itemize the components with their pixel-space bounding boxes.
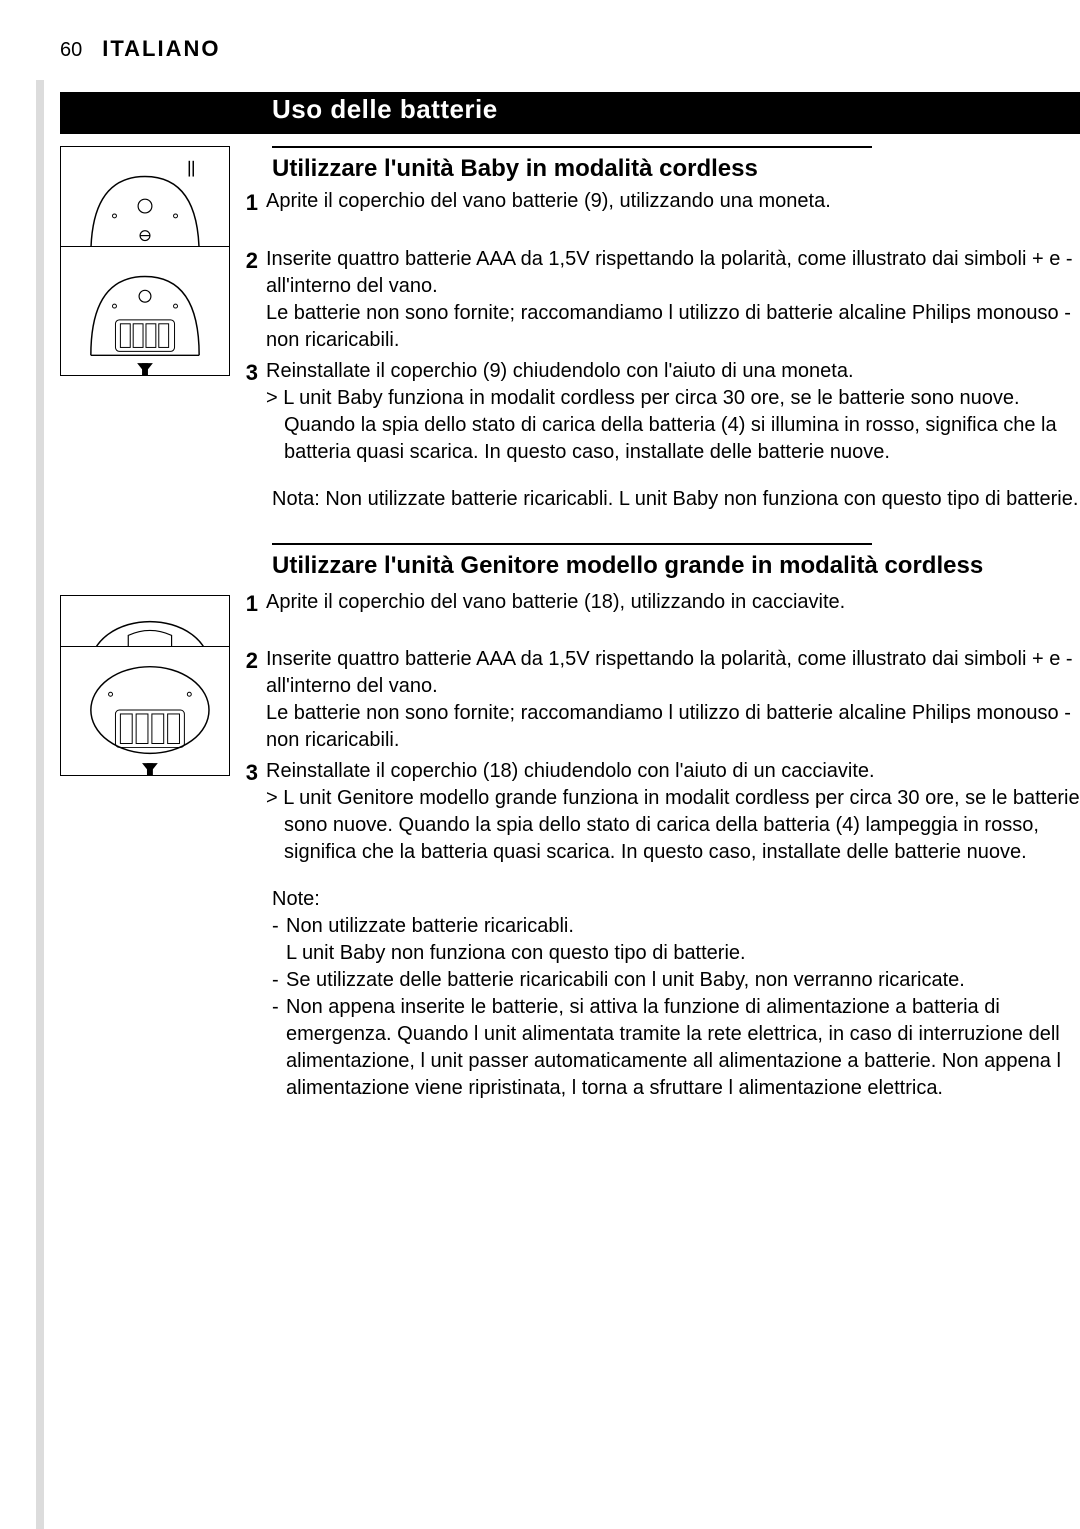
section-2-step2-row: 2 Inserite quattro batterie AAA da 1,5V …	[60, 756, 1080, 1102]
language-label: ITALIANO	[102, 36, 220, 62]
step-text-main: Inserite quattro batterie AAA da 1,5V ri…	[266, 648, 1073, 697]
subheading-1: Utilizzare l'unità Baby in modalità cord…	[272, 154, 1080, 184]
step-2-1: 1 Aprite il coperchio del vano batterie …	[272, 589, 1080, 619]
note-bullet-1: - Non utilizzate batterie ricaricabli. L…	[272, 913, 1080, 967]
bullet-text: Non appena inserite le batterie, si atti…	[286, 994, 1080, 1102]
note-block-1: Nota: Non utilizzate batterie ricaricabl…	[272, 486, 1080, 513]
step-result: > L unit Genitore modello grande funzion…	[266, 785, 1080, 866]
step-text-extra: Le batterie non sono fornite; raccomandi…	[266, 702, 1071, 751]
step-number: 1	[244, 188, 266, 218]
illustration-column	[60, 756, 260, 776]
step-text: Reinstallate il coperchio (18) chiudendo…	[266, 758, 1080, 866]
step-text-extra: Le batterie non sono fornite; raccomandi…	[266, 302, 1071, 351]
section-title-bar	[60, 92, 1080, 134]
bullet-text: Se utilizzate delle batterie ricaricabil…	[286, 967, 1080, 994]
illustration-parent-open	[60, 646, 230, 776]
step-1-3: 3 Reinstallate il coperchio (9) chiudend…	[272, 358, 1080, 466]
bullet-text: Non utilizzate batterie ricaricabli. L u…	[286, 913, 1080, 967]
bullet-dash: -	[272, 994, 286, 1102]
side-accent-bar	[36, 80, 44, 1529]
text-column: Utilizzare l'unità Genitore modello gran…	[260, 537, 1080, 585]
note-bullet-3: - Non appena inserite le batterie, si at…	[272, 994, 1080, 1102]
bullet-main: Non utilizzate batterie ricaricabli.	[286, 915, 574, 937]
text-column: 2 Inserite quattro batterie AAA da 1,5V …	[260, 356, 1080, 513]
step-number: 2	[244, 646, 266, 676]
step-1-2: 2 Inserite quattro batterie AAA da 1,5V …	[272, 246, 1080, 354]
step-number: 2	[244, 246, 266, 276]
page-header: 60 ITALIANO	[60, 36, 221, 62]
step-2-2: 2 Inserite quattro batterie AAA da 1,5V …	[272, 646, 1080, 754]
text-column: 2 Inserite quattro batterie AAA da 1,5V …	[260, 756, 1080, 1102]
section-2: Utilizzare l'unità Genitore modello gran…	[60, 537, 1080, 585]
step-text: Aprite il coperchio del vano batterie (9…	[266, 188, 1080, 215]
page: 60 ITALIANO Uso delle batterie	[0, 0, 1080, 1529]
step-text: Inserite quattro batterie AAA da 1,5V ri…	[266, 246, 1080, 354]
step-text-main: Reinstallate il coperchio (18) chiudendo…	[266, 760, 875, 782]
notes-heading: Note:	[272, 886, 1080, 913]
notes-block: Note: - Non utilizzate batterie ricarica…	[272, 886, 1080, 1102]
step-number: 1	[244, 589, 266, 619]
step-text-main: Reinstallate il coperchio (9) chiudendol…	[266, 360, 854, 382]
step-2-3: 3 Reinstallate il coperchio (18) chiuden…	[272, 758, 1080, 866]
bullet-dash: -	[272, 967, 286, 994]
step-text: Reinstallate il coperchio (9) chiudendol…	[266, 358, 1080, 466]
illustration-baby-open	[60, 246, 230, 376]
page-number: 60	[60, 39, 82, 62]
step-1-1: 1 Aprite il coperchio del vano batterie …	[272, 188, 1080, 218]
step-number: 3	[244, 358, 266, 388]
step-text-main: Inserite quattro batterie AAA da 1,5V ri…	[266, 248, 1073, 297]
step-result-text: > L unit Baby funziona in modalit cordle…	[266, 385, 1080, 466]
content-area: Utilizzare l'unità Baby in modalità cord…	[60, 140, 1080, 1106]
subheading-rule	[272, 146, 872, 148]
step-number: 3	[244, 758, 266, 788]
section-1-step2-row: 2 Inserite quattro batterie AAA da 1,5V …	[60, 356, 1080, 513]
subheading-2: Utilizzare l'unità Genitore modello gran…	[272, 551, 1080, 581]
step-text: Aprite il coperchio del vano batterie (1…	[266, 589, 1080, 616]
step-result-text: > L unit Genitore modello grande funzion…	[266, 785, 1080, 866]
note-text: Nota: Non utilizzate batterie ricaricabl…	[272, 486, 1080, 513]
bullet-sub: L unit Baby non funziona con questo tipo…	[286, 942, 746, 964]
step-result: > L unit Baby funziona in modalit cordle…	[266, 385, 1080, 466]
section-title: Uso delle batterie	[272, 94, 498, 125]
bullet-dash: -	[272, 913, 286, 967]
subheading-rule	[272, 543, 872, 545]
illustration-column	[60, 356, 260, 376]
note-bullet-2: - Se utilizzate delle batterie ricaricab…	[272, 967, 1080, 994]
step-text: Inserite quattro batterie AAA da 1,5V ri…	[266, 646, 1080, 754]
